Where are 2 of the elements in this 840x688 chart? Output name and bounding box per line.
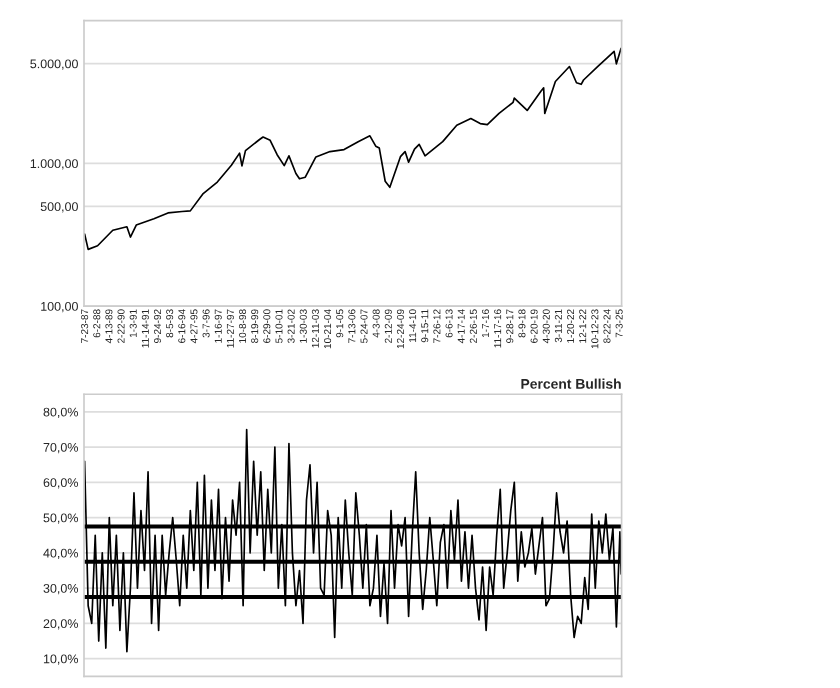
line-series: [84, 428, 622, 653]
line-series: [84, 47, 622, 251]
